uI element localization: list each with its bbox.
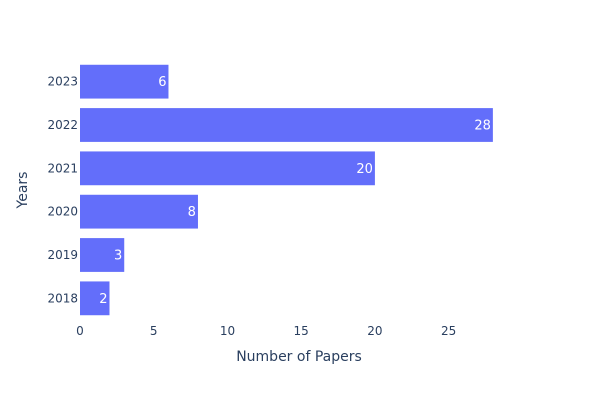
bar-data-label-2020: 8 — [188, 205, 196, 220]
x-axis-ticks: 0 5 10 15 20 25 — [76, 324, 456, 338]
bar-data-label-2018: 2 — [99, 292, 107, 307]
x-tick-label-25: 25 — [441, 324, 456, 338]
bar-data-label-2023: 6 — [158, 75, 166, 90]
x-axis-title: Number of Papers — [236, 349, 362, 365]
bar-data-label-2021: 20 — [356, 162, 373, 177]
bar-data-label-2022: 28 — [474, 119, 491, 134]
y-tick-label-2020: 2020 — [47, 205, 78, 219]
y-tick-label-2019: 2019 — [47, 248, 78, 262]
y-axis-ticks: 2018 2019 2020 2021 2022 2023 — [47, 75, 78, 306]
y-tick-label-2023: 2023 — [47, 75, 78, 89]
plot-area: 2 3 8 20 28 6 — [80, 64, 493, 316]
y-tick-label-2021: 2021 — [47, 161, 78, 175]
x-tick-label-5: 5 — [150, 324, 158, 338]
bar-2023 — [80, 64, 169, 99]
x-tick-label-15: 15 — [294, 324, 309, 338]
bar-2021 — [80, 151, 375, 186]
y-tick-label-2018: 2018 — [47, 291, 78, 305]
x-tick-label-10: 10 — [220, 324, 235, 338]
x-tick-label-20: 20 — [367, 324, 382, 338]
bar-2019 — [80, 238, 125, 272]
bar-data-label-2019: 3 — [114, 249, 122, 264]
x-tick-label-0: 0 — [76, 324, 84, 338]
bar-2020 — [80, 194, 198, 229]
bar-2022 — [80, 108, 493, 142]
bar-2018 — [80, 281, 110, 316]
y-tick-label-2022: 2022 — [47, 118, 78, 132]
y-axis-title: Years — [15, 172, 31, 210]
